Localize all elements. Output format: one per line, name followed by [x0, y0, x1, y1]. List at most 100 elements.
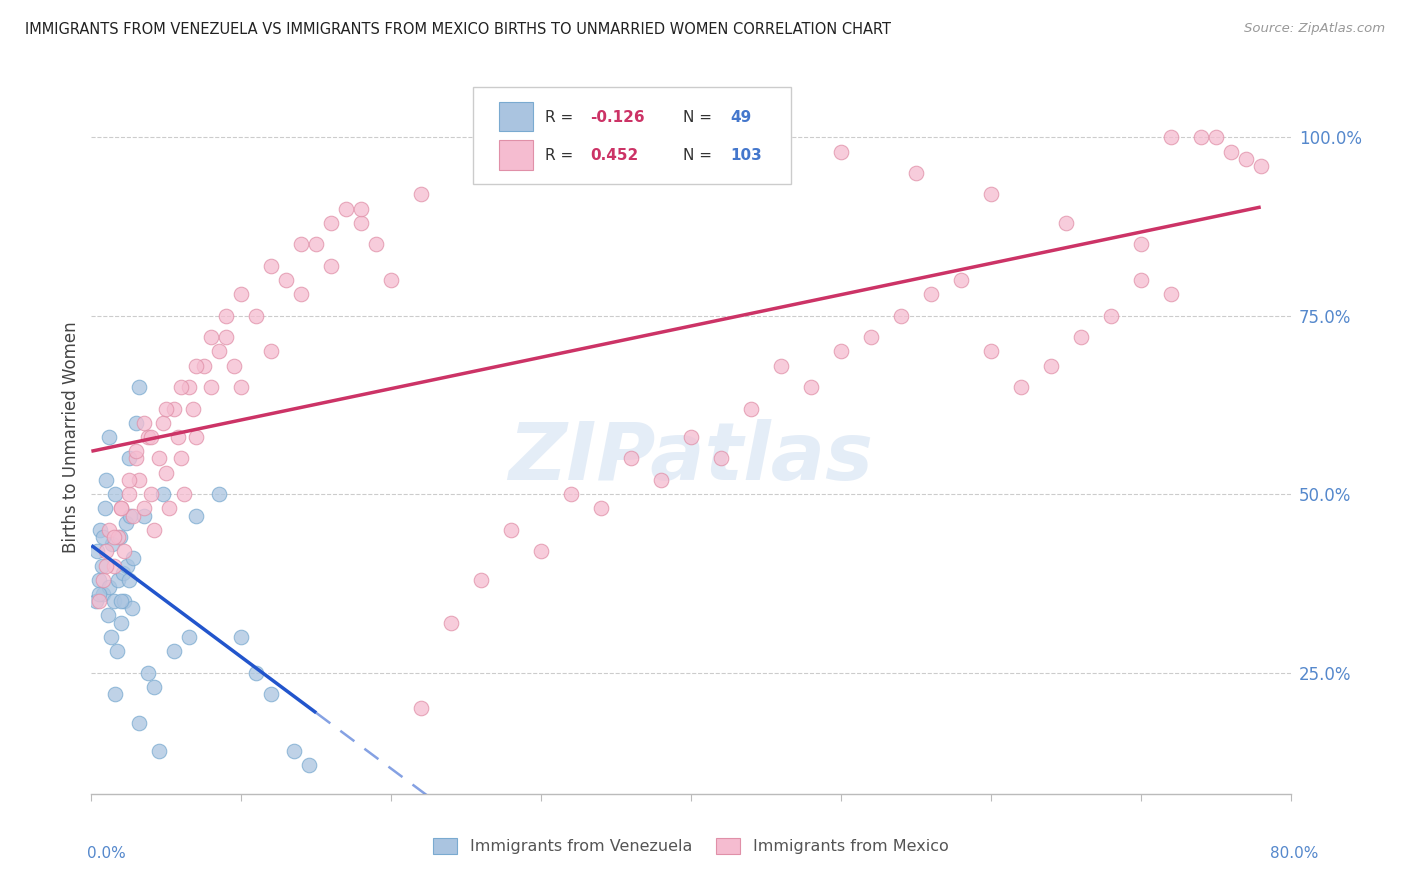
Point	[1234, 152, 1257, 166]
Point	[920, 287, 942, 301]
Point	[1189, 130, 1212, 145]
Point	[101, 537, 124, 551]
Point	[173, 487, 195, 501]
Point	[118, 473, 141, 487]
Point	[132, 416, 155, 430]
Point	[90, 558, 112, 573]
Point	[231, 380, 253, 394]
Point	[148, 451, 170, 466]
Point	[411, 187, 433, 202]
Point	[1129, 237, 1152, 252]
Point	[620, 451, 643, 466]
Text: 49: 49	[731, 110, 752, 125]
Point	[830, 344, 852, 359]
Point	[100, 630, 122, 644]
Point	[163, 401, 186, 416]
Point	[96, 544, 118, 558]
Text: N =: N =	[683, 148, 717, 162]
Point	[155, 401, 177, 416]
Point	[122, 551, 145, 566]
Legend: Immigrants from Venezuela, Immigrants from Mexico: Immigrants from Venezuela, Immigrants fr…	[427, 831, 955, 861]
Point	[949, 273, 972, 287]
Point	[193, 359, 215, 373]
Point	[148, 744, 170, 758]
Point	[103, 594, 125, 608]
Point	[111, 566, 134, 580]
Point	[245, 309, 267, 323]
Point	[125, 444, 148, 458]
Point	[97, 608, 120, 623]
Point	[215, 309, 238, 323]
Point	[86, 544, 108, 558]
Point	[208, 487, 231, 501]
Point	[117, 558, 139, 573]
Point	[679, 130, 702, 145]
Point	[87, 594, 110, 608]
Point	[183, 401, 205, 416]
FancyBboxPatch shape	[472, 87, 790, 184]
Point	[290, 237, 312, 252]
Point	[245, 665, 267, 680]
Point	[96, 558, 118, 573]
Bar	[499, 140, 533, 170]
Point	[321, 259, 343, 273]
Point	[260, 687, 283, 701]
Point	[335, 202, 357, 216]
Point	[155, 466, 177, 480]
Point	[440, 615, 463, 630]
Point	[560, 487, 582, 501]
Point	[222, 359, 245, 373]
Point	[1054, 216, 1077, 230]
Point	[830, 145, 852, 159]
Point	[904, 166, 927, 180]
Point	[231, 630, 253, 644]
Point	[186, 430, 208, 444]
Point	[170, 380, 193, 394]
Point	[1160, 287, 1182, 301]
Point	[215, 330, 238, 344]
Point	[890, 309, 912, 323]
Point	[98, 580, 121, 594]
Point	[290, 287, 312, 301]
Point	[1219, 145, 1241, 159]
Point	[366, 237, 388, 252]
Point	[110, 615, 132, 630]
Point	[1070, 330, 1092, 344]
Y-axis label: Births to Unmarried Women: Births to Unmarried Women	[62, 321, 80, 553]
Text: N =: N =	[683, 110, 717, 125]
Point	[1160, 130, 1182, 145]
Point	[115, 516, 138, 530]
Point	[470, 166, 492, 180]
Text: 80.0%: 80.0%	[1271, 847, 1319, 861]
Point	[93, 530, 115, 544]
Point	[605, 145, 627, 159]
Point	[84, 594, 107, 608]
Point	[93, 573, 115, 587]
Point	[122, 508, 145, 523]
Point	[138, 430, 160, 444]
Point	[710, 451, 733, 466]
Point	[112, 544, 135, 558]
Point	[1205, 130, 1227, 145]
Point	[110, 594, 132, 608]
Point	[591, 501, 613, 516]
Point	[98, 523, 121, 537]
Point	[128, 715, 150, 730]
Point	[128, 380, 150, 394]
Point	[350, 202, 373, 216]
Point	[163, 644, 186, 658]
Point	[980, 187, 1002, 202]
Point	[94, 501, 117, 516]
Point	[755, 130, 778, 145]
Point	[141, 430, 163, 444]
Point	[769, 359, 792, 373]
Point	[104, 487, 127, 501]
Point	[107, 530, 129, 544]
Point	[118, 451, 141, 466]
Point	[93, 587, 115, 601]
Point	[1039, 359, 1062, 373]
Point	[98, 430, 121, 444]
Point	[1129, 273, 1152, 287]
Text: 0.452: 0.452	[591, 148, 638, 162]
Text: 0.0%: 0.0%	[87, 847, 127, 861]
